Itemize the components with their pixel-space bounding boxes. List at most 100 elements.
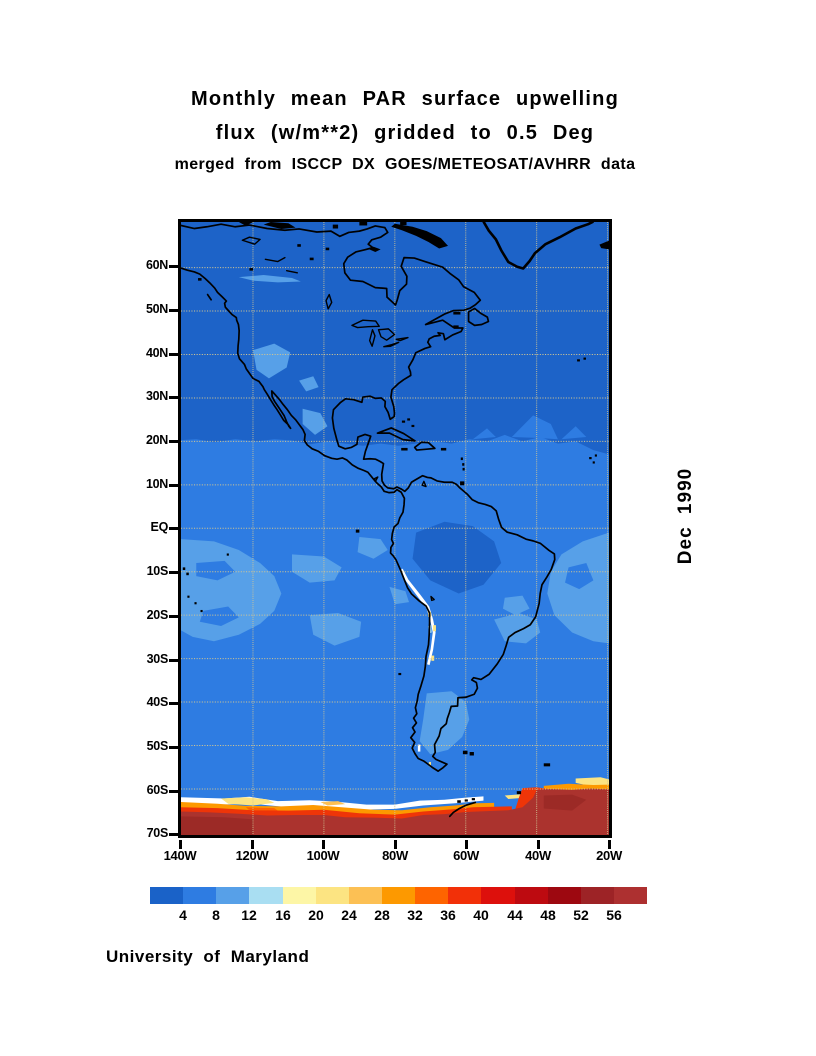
galapagos: [355, 529, 360, 533]
colorbar-tick-label: 28: [374, 907, 390, 923]
figure-subtitle: merged from ISCCP DX GOES/METEOSAT/AVHRR…: [174, 156, 636, 173]
lat-tick: [169, 790, 178, 793]
lat-label: 60S: [146, 783, 169, 797]
lakes-layer: [242, 237, 434, 600]
coastline-layer: [181, 222, 593, 816]
lat-label: 20N: [145, 433, 168, 447]
trinidad: [460, 481, 465, 486]
lon-label: 40W: [525, 848, 551, 863]
banks-island: [238, 222, 253, 226]
colorbar-segment: [448, 887, 482, 904]
lon-tick: [537, 840, 540, 849]
islands-layer: [182, 222, 609, 803]
lon-label: 120W: [235, 848, 269, 863]
lat-tick: [169, 440, 178, 443]
colorbar-segment: [514, 887, 548, 904]
antarctic-pack-ice: [181, 788, 609, 835]
map-frame: [178, 219, 612, 838]
colorbar: [150, 887, 648, 904]
colorbar-tick-label: 24: [341, 907, 357, 923]
lake-maracaibo: [422, 481, 426, 486]
colorbar-tick-label: 20: [308, 907, 324, 923]
lat-label: 50N: [145, 302, 168, 316]
colorbar-segment: [315, 887, 349, 904]
lon-label: 20W: [596, 848, 622, 863]
lon-tick: [322, 840, 325, 849]
lat-tick: [169, 309, 178, 312]
puerto-rico: [440, 447, 447, 451]
coastline-hispaniola: [415, 442, 435, 450]
lon-tick: [465, 840, 468, 849]
colorbar-segment: [150, 887, 184, 904]
coastline-americas: [181, 224, 555, 771]
lat-label: 10N: [145, 477, 168, 491]
coastline-greenland: [483, 222, 593, 268]
colorbar-segment: [348, 887, 382, 904]
lat-tick: [169, 527, 178, 530]
south-georgia: [543, 763, 551, 767]
figure-title-line2: flux (w/m**2) gridded to 0.5 Deg: [215, 122, 595, 144]
flux-region-amazon-dark: [412, 521, 502, 594]
colorbar-tick-label: 48: [540, 907, 556, 923]
lat-tick: [169, 571, 178, 574]
lat-label: 30N: [145, 389, 168, 403]
lat-label: EQ: [150, 520, 169, 534]
lake-athabasca: [287, 271, 298, 273]
antarctic-ice-layer: [181, 777, 609, 835]
lat-label: 70S: [146, 826, 169, 840]
lon-label: 80W: [382, 848, 408, 863]
lat-tick: [169, 615, 178, 618]
colorbar-segment: [481, 887, 515, 904]
coastline-newfoundland: [469, 308, 489, 325]
map-canvas: [181, 222, 609, 835]
lat-tick: [169, 746, 178, 749]
lon-tick: [608, 840, 611, 849]
colorbar-tick-label: 40: [473, 907, 489, 923]
lat-tick: [169, 702, 178, 705]
lon-tick: [179, 840, 182, 849]
lat-tick: [169, 484, 178, 487]
lon-label: 100W: [306, 848, 340, 863]
colorbar-tick-label: 56: [606, 907, 622, 923]
coastline-antarctic-peninsula: [450, 802, 476, 816]
great-slave-lake: [265, 258, 285, 262]
azores: [577, 359, 580, 362]
colorbar-tick-label: 36: [440, 907, 456, 923]
colorbar-tick-label: 52: [573, 907, 589, 923]
coastline-cuba: [377, 428, 415, 441]
lon-label: 140W: [163, 848, 197, 863]
lat-tick: [169, 353, 178, 356]
great-bear-lake: [242, 237, 260, 244]
lat-tick: [169, 833, 178, 836]
lake-huron: [379, 329, 395, 340]
lat-label: 20S: [146, 608, 169, 622]
lake-michigan: [370, 330, 375, 347]
lon-tick: [251, 840, 254, 849]
lake-erie: [384, 342, 399, 346]
lat-label: 30S: [146, 652, 169, 666]
lake-winnipeg: [326, 295, 332, 309]
iceland: [599, 240, 609, 250]
colorbar-segment: [282, 887, 316, 904]
lake-ontario: [396, 338, 408, 341]
colorbar-segment: [547, 887, 581, 904]
cape-verde: [589, 457, 592, 460]
colorbar-segment: [613, 887, 648, 904]
credit-text: University of Maryland: [106, 947, 310, 966]
lon-tick: [394, 840, 397, 849]
lake-nicaragua: [374, 477, 378, 481]
figure-title-line1: Monthly mean PAR surface upwelling: [190, 88, 620, 110]
colorbar-segment: [183, 887, 217, 904]
colorbar-tick-label: 4: [179, 907, 187, 923]
coastline-haida-gwaii: [208, 295, 212, 300]
colorbar-segment: [580, 887, 614, 904]
lat-tick: [169, 265, 178, 268]
falkland-islands: [462, 750, 468, 755]
colorbar-segment: [249, 887, 283, 904]
colorbar-tick-label: 16: [275, 907, 291, 923]
colorbar-segment: [415, 887, 449, 904]
southampton-island: [368, 246, 381, 252]
lake-titicaca: [431, 596, 434, 600]
date-label: Dec 1990: [675, 467, 696, 565]
